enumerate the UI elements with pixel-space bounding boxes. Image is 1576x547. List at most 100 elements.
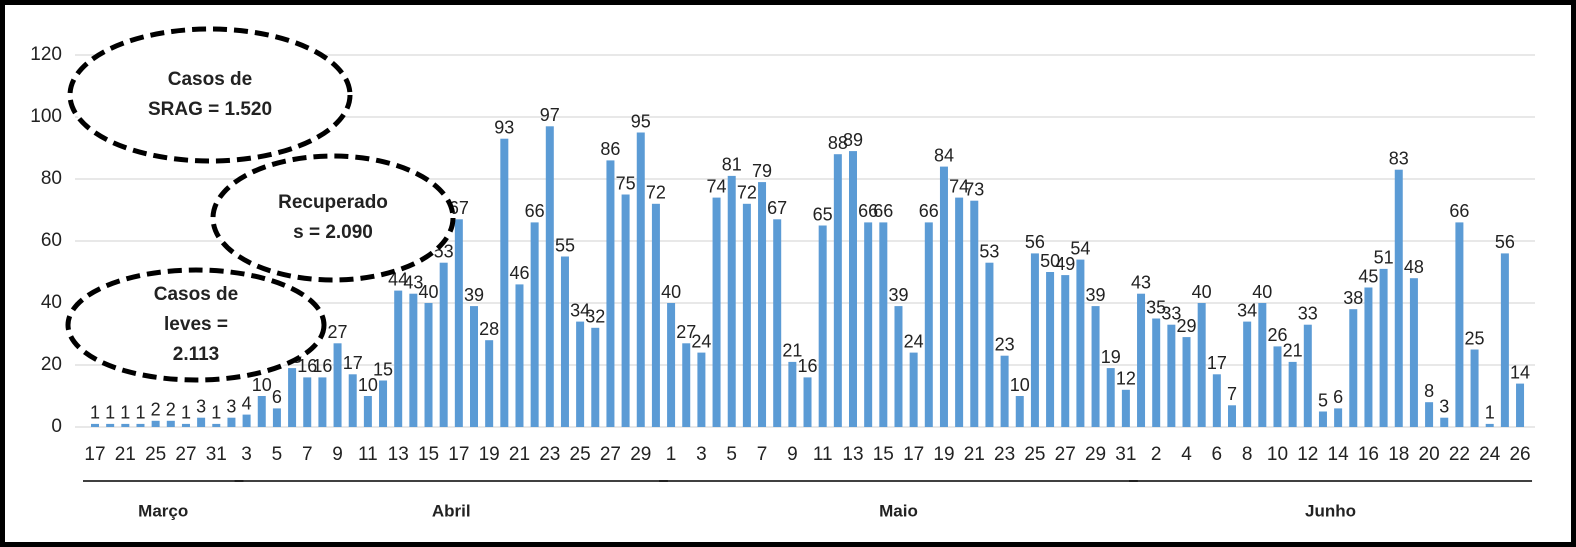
value-label: 34 bbox=[570, 300, 590, 320]
bar bbox=[318, 377, 327, 427]
bar bbox=[379, 380, 388, 427]
bar bbox=[333, 343, 342, 427]
annotation-text: s = 2.090 bbox=[293, 222, 373, 243]
x-tick-label: 21 bbox=[509, 444, 530, 465]
bar bbox=[1000, 355, 1009, 427]
value-label: 27 bbox=[328, 322, 348, 342]
value-label: 5 bbox=[1318, 390, 1328, 410]
x-tick-label: 23 bbox=[994, 444, 1015, 465]
bar bbox=[363, 396, 372, 427]
x-tick-label: 31 bbox=[206, 444, 227, 465]
value-label: 6 bbox=[272, 387, 282, 407]
bar bbox=[197, 417, 206, 427]
bar bbox=[1303, 324, 1312, 427]
annotation-ellipse bbox=[67, 26, 353, 164]
value-label: 84 bbox=[934, 145, 954, 165]
group-label: Abril bbox=[432, 501, 471, 520]
bar bbox=[682, 343, 691, 427]
x-tick-label: 6 bbox=[1212, 444, 1223, 465]
value-label: 39 bbox=[1086, 285, 1106, 305]
bar bbox=[348, 374, 357, 427]
value-label: 16 bbox=[312, 356, 332, 376]
bar bbox=[1061, 275, 1070, 427]
bar bbox=[636, 132, 645, 427]
annotation-text: 2.113 bbox=[173, 344, 220, 365]
value-label: 56 bbox=[1025, 232, 1045, 252]
bar bbox=[1470, 349, 1479, 427]
y-tick-label: 60 bbox=[41, 230, 62, 251]
value-label: 6 bbox=[1333, 387, 1343, 407]
x-tick-label: 9 bbox=[787, 444, 798, 465]
bar bbox=[1015, 396, 1024, 427]
bar bbox=[985, 262, 994, 427]
x-tick-label: 8 bbox=[1242, 444, 1253, 465]
x-tick-label: 17 bbox=[84, 444, 105, 465]
bar bbox=[439, 262, 448, 427]
value-label: 10 bbox=[358, 375, 378, 395]
bar bbox=[651, 203, 660, 427]
y-tick-label: 120 bbox=[30, 44, 62, 65]
value-label: 74 bbox=[707, 176, 727, 196]
x-tick-label: 25 bbox=[570, 444, 591, 465]
x-tick-label: 12 bbox=[1297, 444, 1318, 465]
x-tick-label: 3 bbox=[696, 444, 707, 465]
value-label: 65 bbox=[813, 204, 833, 224]
value-label: 51 bbox=[1374, 248, 1394, 268]
bar bbox=[166, 420, 175, 427]
value-label: 12 bbox=[1116, 369, 1136, 389]
bar bbox=[303, 377, 312, 427]
x-tick-label: 17 bbox=[903, 444, 924, 465]
annotation-ellipse bbox=[210, 153, 456, 283]
value-label: 45 bbox=[1358, 266, 1378, 286]
x-tick-label: 18 bbox=[1388, 444, 1409, 465]
bar bbox=[545, 126, 554, 428]
bar bbox=[1091, 306, 1100, 427]
bar bbox=[803, 377, 812, 427]
value-label: 97 bbox=[540, 105, 560, 125]
value-label: 40 bbox=[1252, 282, 1272, 302]
value-label: 24 bbox=[691, 331, 711, 351]
value-label: 8 bbox=[1424, 381, 1434, 401]
value-label: 39 bbox=[888, 285, 908, 305]
bar bbox=[667, 303, 676, 427]
bar bbox=[576, 321, 585, 427]
value-label: 75 bbox=[616, 173, 636, 193]
value-label: 33 bbox=[1161, 303, 1181, 323]
y-tick-label: 100 bbox=[30, 106, 62, 127]
bar bbox=[970, 200, 979, 427]
value-label: 3 bbox=[196, 396, 206, 416]
bar bbox=[864, 222, 873, 427]
value-label: 10 bbox=[252, 375, 272, 395]
bar bbox=[758, 182, 767, 427]
x-tick-label: 11 bbox=[358, 444, 378, 465]
bar bbox=[1440, 417, 1449, 427]
value-label: 54 bbox=[1070, 238, 1090, 258]
value-label: 7 bbox=[1227, 384, 1237, 404]
value-label: 25 bbox=[1465, 328, 1485, 348]
bar bbox=[409, 293, 418, 427]
bar bbox=[1364, 287, 1373, 427]
value-label: 66 bbox=[525, 201, 545, 221]
value-label: 16 bbox=[798, 356, 818, 376]
bar bbox=[712, 197, 721, 427]
value-label: 66 bbox=[873, 201, 893, 221]
annotations: Casos de SRAG = 1.520 Recuperado s = 2.090 C… bbox=[65, 26, 456, 383]
bar bbox=[470, 306, 478, 427]
value-label: 72 bbox=[737, 183, 757, 203]
bar bbox=[227, 417, 236, 427]
value-label: 73 bbox=[964, 179, 984, 199]
value-label: 2 bbox=[166, 400, 176, 420]
value-label: 35 bbox=[1146, 297, 1166, 317]
value-label: 66 bbox=[858, 201, 878, 221]
bar bbox=[151, 420, 160, 427]
group-label: Maio bbox=[879, 501, 918, 520]
bar bbox=[1409, 278, 1418, 427]
x-tick-label: 3 bbox=[241, 444, 252, 465]
value-label: 74 bbox=[949, 176, 969, 196]
x-tick-label: 5 bbox=[726, 444, 737, 465]
value-label: 93 bbox=[494, 117, 514, 137]
value-label: 2 bbox=[151, 400, 161, 420]
bar bbox=[909, 352, 918, 427]
x-tick-label: 26 bbox=[1509, 444, 1530, 465]
